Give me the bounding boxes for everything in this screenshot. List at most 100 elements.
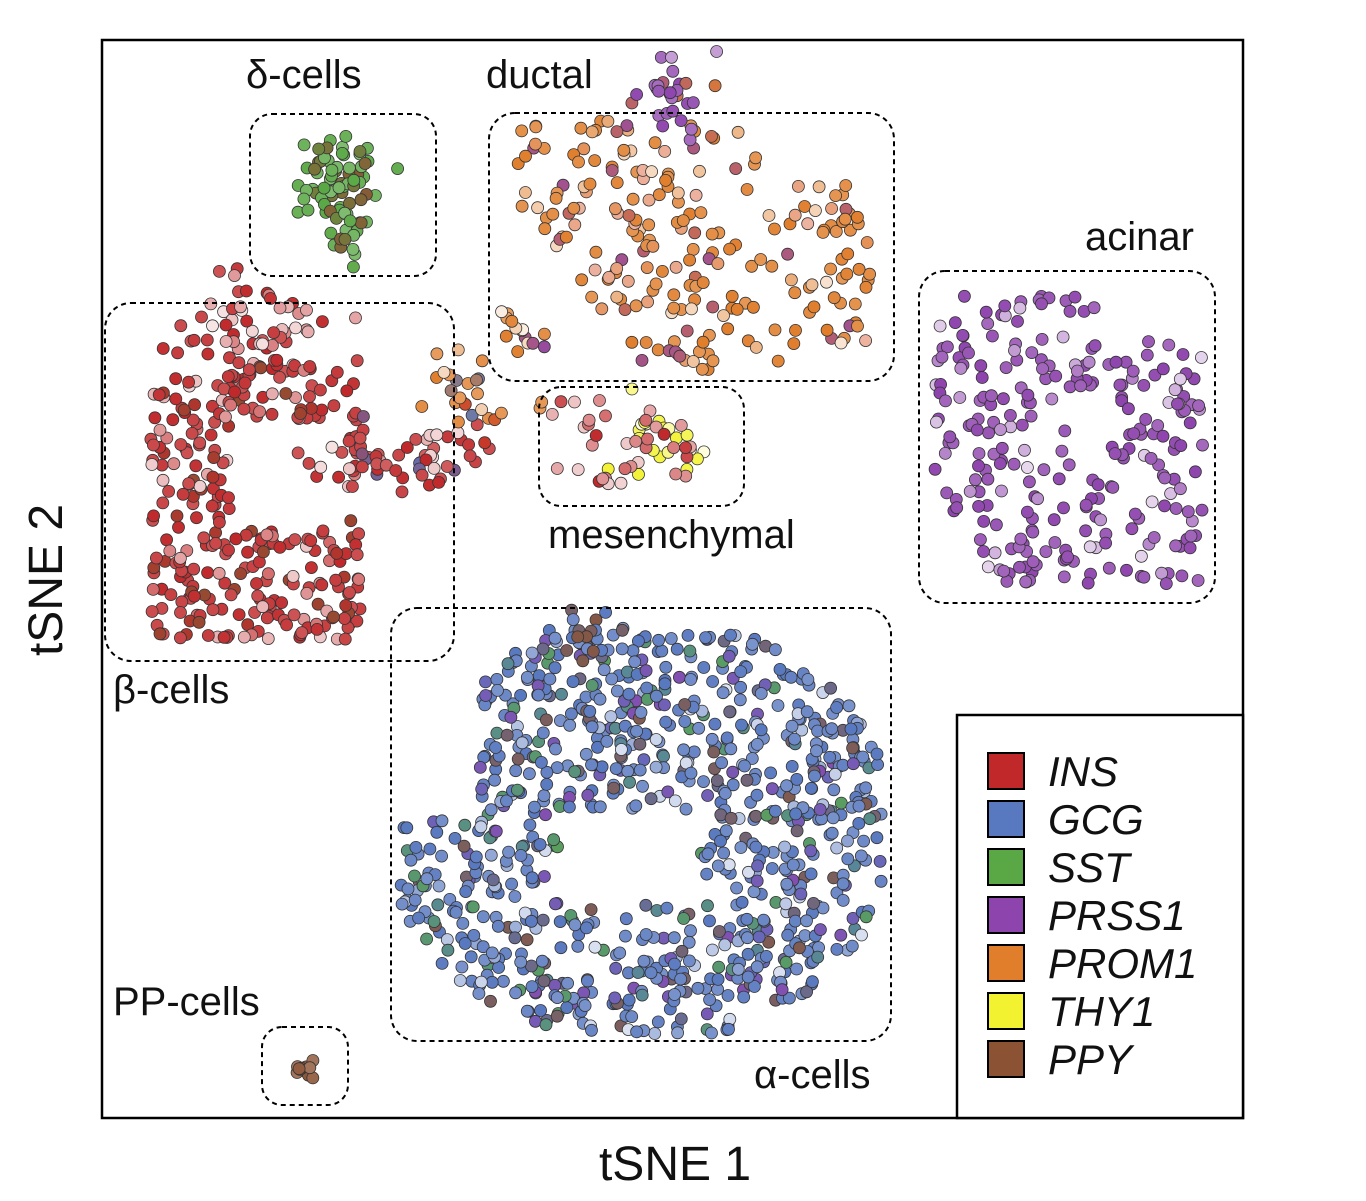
cell-point	[174, 319, 188, 333]
cell-point	[674, 114, 688, 127]
cell-point	[657, 427, 671, 441]
cell-point	[668, 988, 681, 1001]
cell-point	[644, 966, 658, 980]
cell-point	[641, 432, 654, 446]
cell-point	[788, 286, 802, 300]
cell-point	[1036, 362, 1049, 376]
cell-point	[681, 629, 695, 642]
cell-point	[933, 319, 947, 333]
cell-point	[182, 375, 196, 389]
cell-point	[745, 259, 758, 273]
cell-point	[509, 764, 523, 778]
cell-point	[256, 337, 269, 351]
cell-point	[733, 693, 747, 707]
cell-point	[523, 767, 536, 781]
cell-point	[851, 210, 864, 224]
cell-point	[519, 149, 532, 163]
cell-point	[701, 899, 714, 913]
cell-point	[568, 218, 582, 232]
cell-point	[748, 980, 761, 993]
cell-point	[509, 986, 522, 1000]
cell-point	[261, 632, 275, 645]
cell-point	[998, 299, 1012, 313]
cell-point	[790, 962, 803, 976]
cell-point	[489, 741, 503, 754]
cell-point	[1183, 416, 1197, 430]
cell-point	[550, 991, 564, 1004]
cell-point	[683, 253, 696, 267]
cell-point	[1094, 513, 1107, 527]
cell-point	[453, 974, 467, 987]
cell-point	[608, 991, 622, 1005]
cell-point	[1071, 364, 1084, 378]
cell-point	[685, 302, 698, 316]
cell-point	[1063, 304, 1077, 318]
cell-point	[644, 792, 658, 806]
cell-point	[1021, 461, 1034, 474]
cell-point	[523, 818, 537, 832]
cell-point	[838, 212, 852, 226]
cell-point	[325, 440, 339, 454]
cell-point	[212, 566, 226, 580]
cell-point	[749, 151, 762, 165]
cell-point	[1159, 577, 1173, 590]
cell-point	[1079, 498, 1093, 512]
cell-point	[754, 253, 768, 266]
cell-point	[660, 901, 674, 915]
cell-point	[585, 125, 599, 139]
cell-point	[432, 475, 446, 489]
cell-point	[677, 743, 690, 757]
cell-point	[788, 732, 801, 746]
cell-point	[714, 834, 727, 848]
cell-point	[790, 824, 804, 838]
cell-point	[260, 611, 274, 625]
cell-point	[212, 264, 226, 278]
y-axis-title: tSNE 2	[20, 504, 73, 656]
cell-point	[750, 738, 764, 751]
cell-point	[563, 718, 577, 732]
cell-point	[312, 142, 326, 156]
cell-point	[834, 796, 848, 810]
cell-point	[1025, 346, 1039, 360]
cell-point	[1047, 513, 1061, 527]
cell-point	[1135, 549, 1148, 563]
cluster-box-beta	[104, 302, 455, 662]
cell-point	[350, 614, 364, 628]
cell-point	[792, 179, 805, 193]
legend-label-prom1: PROM1	[1048, 940, 1197, 987]
cell-point	[854, 849, 868, 863]
cell-point	[152, 388, 166, 402]
cell-point	[1156, 429, 1170, 443]
cell-point	[440, 460, 454, 473]
cell-point	[1074, 379, 1087, 393]
cell-point	[340, 384, 354, 398]
cell-point	[870, 831, 884, 845]
cell-point	[596, 472, 610, 486]
cell-point	[514, 955, 528, 969]
cell-point	[754, 723, 768, 737]
legend-swatch-prom1	[987, 944, 1025, 982]
cell-point	[1083, 540, 1097, 554]
cell-point	[750, 960, 764, 974]
cell-point	[332, 470, 346, 484]
cell-point	[787, 337, 801, 351]
cell-point	[810, 744, 823, 758]
cell-point	[731, 962, 745, 976]
cell-point	[565, 707, 578, 721]
scatter-points	[144, 45, 1209, 1085]
cell-point	[830, 701, 843, 714]
cell-point	[222, 502, 236, 516]
cell-point	[780, 877, 794, 891]
cell-point	[689, 188, 703, 202]
cell-point	[1008, 344, 1021, 357]
cell-point	[156, 496, 170, 510]
cell-point	[696, 362, 709, 376]
cell-point	[329, 573, 343, 587]
cell-point	[435, 849, 449, 863]
cell-point	[809, 204, 822, 218]
cell-point	[678, 715, 692, 728]
legend-label-sst: SST	[1048, 844, 1133, 891]
cell-point	[525, 871, 539, 885]
cell-point	[430, 428, 444, 442]
cell-point	[491, 684, 504, 697]
